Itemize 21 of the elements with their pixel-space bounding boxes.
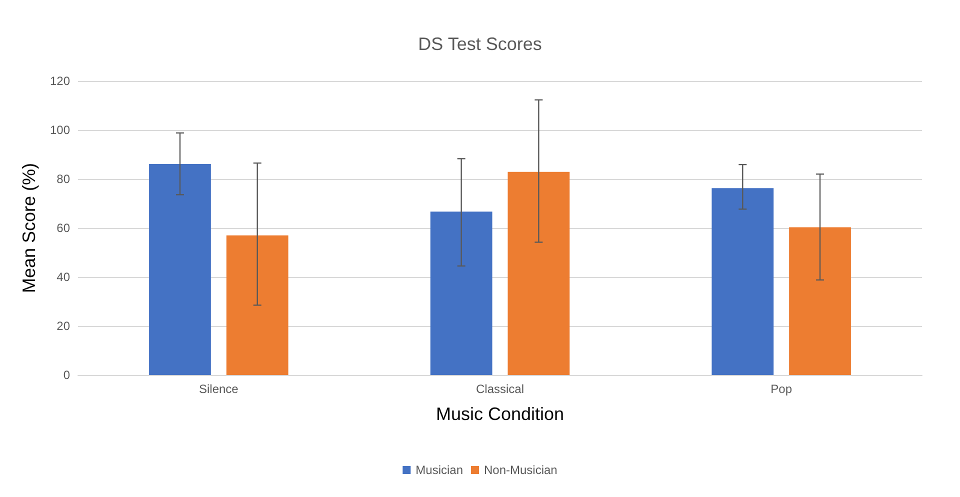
y-tick-label: 60 [56,221,70,235]
x-axis-title: Music Condition [436,404,564,424]
chart-title: DS Test Scores [418,34,542,54]
x-tick-label: Silence [198,382,239,396]
y-tick-label: 100 [50,123,70,137]
y-tick-label: 40 [56,270,70,284]
y-tick-label: 0 [63,368,70,382]
x-tick-label: Classical [476,382,524,396]
y-tick-label: 120 [50,74,70,88]
y-tick-label: 80 [56,172,70,186]
y-tick-label: 20 [56,319,70,333]
legend-label: Musician [416,463,464,477]
bar [149,164,211,375]
bar [508,172,570,375]
x-tick-label: Pop [770,382,792,396]
legend-label: Non-Musician [484,463,558,477]
bar [789,227,851,375]
bar [226,235,288,375]
y-axis-title: Mean Score (%) [19,162,39,294]
bar [712,188,774,375]
bar [430,212,492,375]
